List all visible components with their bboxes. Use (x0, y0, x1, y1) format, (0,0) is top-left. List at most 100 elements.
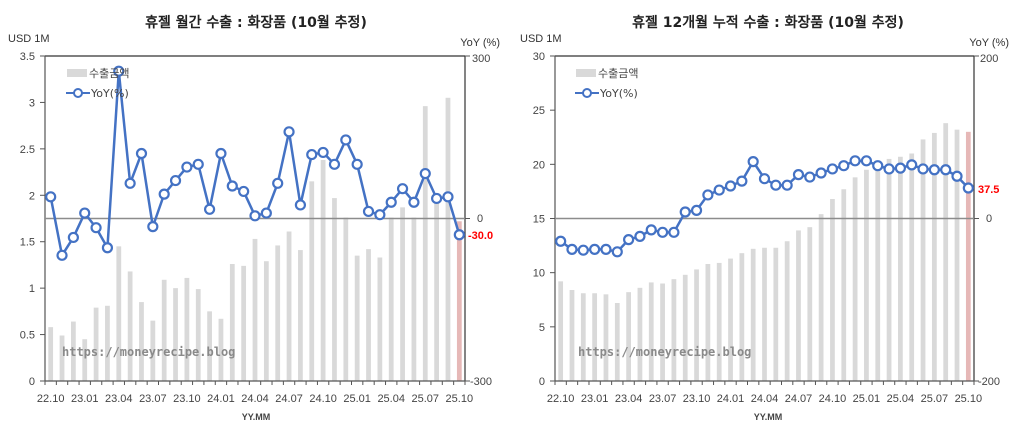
left-tick-label: 25 (533, 105, 545, 117)
x-tick-label: 23.07 (139, 393, 167, 405)
yoy-marker (374, 209, 386, 221)
bar (411, 217, 417, 381)
bar (648, 282, 654, 381)
monthly-chart-svg: 휴젤 월간 수출 : 화장품 (10월 추정) USD 1M YoY (%) 0… (8, 14, 500, 422)
x-tick-label: 24.04 (751, 393, 779, 405)
yoy-marker (453, 229, 465, 241)
bar (739, 253, 745, 381)
x-tick-label: 24.07 (275, 393, 303, 405)
bar (852, 177, 858, 381)
yoy-marker (849, 155, 861, 167)
yoy-marker (645, 224, 657, 236)
yoy-marker (317, 146, 329, 159)
yoy-marker (623, 234, 635, 246)
left-tick-label: 1.5 (20, 237, 35, 249)
bar (682, 274, 688, 381)
yoy-marker (101, 242, 114, 254)
bar (309, 181, 315, 381)
bar (773, 247, 779, 381)
yoy-marker (158, 188, 170, 200)
bar (580, 293, 586, 381)
bar (965, 131, 971, 381)
yoy-marker (215, 147, 227, 160)
left-axis-unit: USD 1M (8, 33, 50, 45)
bar (762, 247, 767, 381)
bar (195, 289, 201, 381)
bar (286, 231, 292, 381)
yoy-marker (838, 160, 850, 172)
x-tick-label: 24.01 (717, 393, 745, 405)
yoy-marker (431, 192, 443, 205)
right-tick-bottom: -200 (978, 376, 1000, 388)
x-tick-label: 24.04 (241, 393, 269, 405)
yoy-marker (747, 156, 759, 168)
watermark: https://moneyrecipe.blog (62, 345, 235, 359)
x-axis-label: YY.MM (242, 412, 271, 422)
yoy-marker (883, 163, 895, 175)
right-axis-unit: YoY (%) (460, 37, 500, 49)
yoy-marker (736, 175, 748, 187)
left-tick-label: 3.5 (20, 51, 35, 63)
bar (127, 271, 133, 381)
bar (388, 217, 394, 381)
monthly-export-chart: 휴젤 월간 수출 : 화장품 (10월 추정) USD 1M YoY (%) 0… (8, 14, 500, 422)
x-tick-label: 25.01 (343, 393, 371, 405)
x-tick-label: 25.01 (853, 393, 881, 405)
x-axis-label: YY.MM (754, 412, 783, 422)
bar (343, 217, 349, 381)
x-tick-label: 23.04 (105, 393, 133, 405)
yoy-marker (724, 180, 737, 192)
yoy-marker (656, 226, 669, 238)
yoy-marker (894, 162, 906, 174)
bar (796, 230, 801, 381)
yoy-marker (679, 206, 691, 218)
yoy-marker (192, 158, 204, 170)
bar (150, 320, 156, 381)
left-tick-label: 15 (533, 214, 545, 226)
yoy-marker (860, 155, 873, 167)
bar (298, 250, 303, 381)
right-tick-top: 200 (980, 53, 998, 65)
x-tick-label: 23.07 (649, 393, 677, 405)
legend-bar-label: 수출금액 (89, 67, 129, 80)
left-tick-label: 30 (533, 51, 545, 63)
left-axis-unit: USD 1M (520, 33, 562, 45)
plot-area: 0 0.5 1 1.5 2 2.5 3 3.5 22.10 23.01 23.04 23.07 23.1… (20, 51, 473, 405)
yoy-marker (79, 207, 91, 219)
yoy-marker (555, 235, 567, 247)
bar (830, 199, 835, 381)
legend-marker-icon (73, 88, 83, 98)
yoy-marker (668, 226, 680, 238)
bar (954, 129, 960, 381)
yoy-marker (249, 210, 261, 222)
yoy-marker (396, 183, 409, 195)
yoy-marker (419, 167, 431, 180)
watermark: https://moneyrecipe.blog (578, 345, 751, 359)
x-tick-label: 23.10 (173, 393, 201, 405)
plot-area: 0 5 10 15 20 25 30 22.10 23.01 23.04 23.07 23.10 24.… (533, 51, 982, 405)
bar (660, 283, 665, 381)
bar (864, 169, 869, 381)
bar (263, 261, 269, 381)
yoy-marker (770, 179, 782, 191)
cumulative-export-chart: 휴젤 12개월 누적 수출 : 화장품 (10월 추정) USD 1M YoY … (512, 0, 1024, 442)
yoy-marker (577, 244, 589, 256)
legend-bar-label: 수출금액 (598, 67, 638, 80)
yoy-marker (90, 222, 102, 234)
bar (332, 198, 337, 381)
yoy-marker (872, 160, 884, 172)
x-tick-label: 25.07 (921, 393, 949, 405)
bar (82, 339, 88, 381)
bar (105, 305, 110, 381)
yoy-marker (385, 196, 397, 208)
bar (241, 265, 247, 381)
legend-bar-swatch (67, 69, 87, 77)
yoy-marker (181, 161, 193, 173)
bar (70, 321, 76, 381)
yoy-marker (45, 191, 57, 203)
yoy-marker (203, 203, 216, 215)
yoy-marker (928, 164, 940, 176)
x-tick-label: 24.10 (309, 393, 337, 405)
yoy-marker (634, 230, 646, 242)
bar (569, 290, 575, 381)
